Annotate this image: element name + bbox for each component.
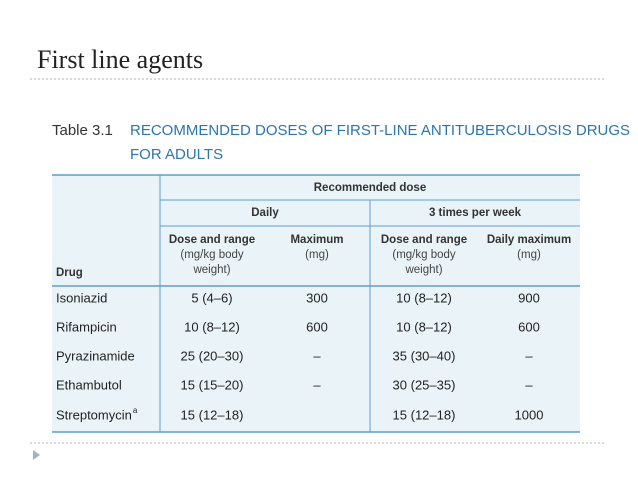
table-cell: 10 (8–12) <box>396 319 452 334</box>
table-cell: 15 (15–20) <box>181 377 244 392</box>
table-cell: 5 (4–6) <box>191 290 232 305</box>
bullet <box>33 450 40 460</box>
table-cell: 15 (12–18) <box>181 407 244 422</box>
column-header: (mg/kg body <box>392 249 456 261</box>
subgroup-header: 3 times per week <box>429 207 522 219</box>
table-cell: 600 <box>306 319 328 334</box>
table-cell: – <box>313 377 321 392</box>
table-cell: 300 <box>306 290 328 305</box>
table-cell: 10 (8–12) <box>396 290 452 305</box>
table-cell: 1000 <box>515 407 544 422</box>
table-cell: 15 (12–18) <box>393 407 456 422</box>
drug-name: Rifampicin <box>56 319 117 334</box>
drug-name: Ethambutol <box>56 377 122 392</box>
column-header: Dose and range <box>169 234 255 246</box>
table-cell: 35 (30–40) <box>393 348 456 363</box>
table-caption: FOR ADULTS <box>130 146 223 163</box>
footnote-marker: a <box>133 406 138 415</box>
table-cell: – <box>525 377 533 392</box>
table-cell: – <box>525 348 533 363</box>
drug-name: Streptomycin <box>56 407 132 422</box>
slide-title: First line agents <box>37 45 203 74</box>
subgroup-header: Daily <box>251 207 279 219</box>
column-header: Dose and range <box>381 234 467 246</box>
table-cell: 25 (20–30) <box>181 348 244 363</box>
group-header: Recommended dose <box>314 182 426 194</box>
column-header: (mg/kg body <box>180 249 244 261</box>
table-cell: 900 <box>518 290 540 305</box>
column-header: weight) <box>404 264 442 276</box>
table-background <box>52 175 580 432</box>
table-cell: 30 (25–35) <box>393 377 456 392</box>
column-header: (mg) <box>305 249 329 261</box>
column-header: weight) <box>192 264 230 276</box>
drug-name: Isoniazid <box>56 290 107 305</box>
drug-name: Pyrazinamide <box>56 348 135 363</box>
table-label: Table 3.1 <box>52 122 113 139</box>
column-header: Drug <box>56 267 83 279</box>
table-caption: RECOMMENDED DOSES OF FIRST-LINE ANTITUBE… <box>130 122 630 139</box>
column-header: (mg) <box>517 249 541 261</box>
column-header: Daily maximum <box>487 234 571 246</box>
table-cell: 600 <box>518 319 540 334</box>
table-cell: – <box>313 348 321 363</box>
table-cell: 10 (8–12) <box>184 319 240 334</box>
column-header: Maximum <box>290 234 343 246</box>
